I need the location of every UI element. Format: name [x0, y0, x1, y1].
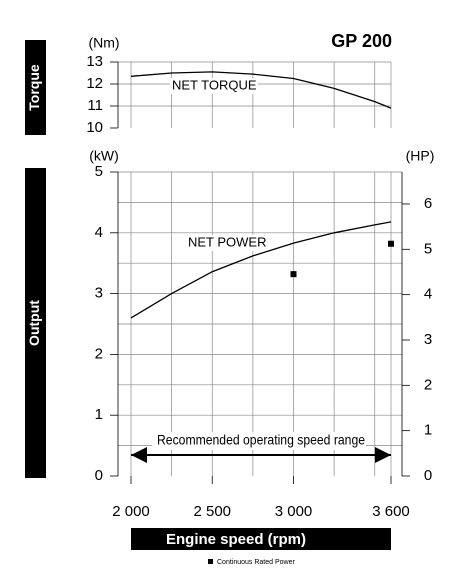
rated-power-point: [290, 271, 297, 278]
y-tick-label: 10: [86, 119, 103, 136]
y-tick-label: 5: [95, 163, 103, 180]
y2-axis-unit: (HP): [406, 148, 435, 164]
x-axis-label: Engine speed (rpm): [166, 531, 306, 548]
x-tick-label: 3 600: [372, 503, 410, 520]
y-tick-label: 0: [95, 467, 103, 484]
side-label: Output: [26, 300, 42, 346]
curve-label-bg: [170, 78, 258, 94]
curve-label: NET TORQUE: [172, 77, 257, 92]
curve-label-bg: [186, 235, 266, 251]
x-tick-label: 2 000: [112, 503, 150, 520]
y-axis-unit: (kW): [89, 148, 119, 164]
y2-tick-label: 6: [424, 195, 432, 212]
curve-label: NET POWER: [188, 234, 267, 249]
legend-swatch: [208, 559, 213, 564]
y2-tick-label: 4: [424, 286, 432, 303]
y-tick-label: 3: [95, 285, 103, 302]
y2-tick-label: 3: [424, 331, 432, 348]
legend-label: Continuous Rated Power: [217, 559, 295, 566]
annotation: Recommended operating speed range: [157, 432, 365, 448]
y-tick-label: 1: [95, 406, 103, 423]
y-axis-unit: (Nm): [88, 35, 119, 51]
y2-tick-label: 5: [424, 240, 432, 257]
y-tick-label: 2: [95, 345, 103, 362]
x-label-band: [131, 528, 391, 550]
y2-tick-label: 2: [424, 376, 432, 393]
curve: [130, 71, 392, 109]
chart-title: GP 200: [331, 31, 392, 51]
y-tick-label: 12: [86, 75, 103, 92]
x-tick-label: 2 500: [193, 503, 231, 520]
y-tick-label: 4: [95, 224, 103, 241]
side-band: [25, 168, 46, 478]
y2-tick-label: 1: [424, 422, 432, 439]
y-tick-label: 11: [87, 97, 103, 114]
rated-power-point: [388, 240, 394, 247]
side-label: Torque: [26, 64, 42, 111]
curve: [130, 221, 392, 319]
side-band: [25, 40, 46, 135]
x-tick-label: 3 000: [275, 503, 313, 520]
y-tick-label: 13: [86, 53, 103, 70]
annotation-bg: [152, 432, 366, 450]
y2-tick-label: 0: [424, 467, 432, 484]
